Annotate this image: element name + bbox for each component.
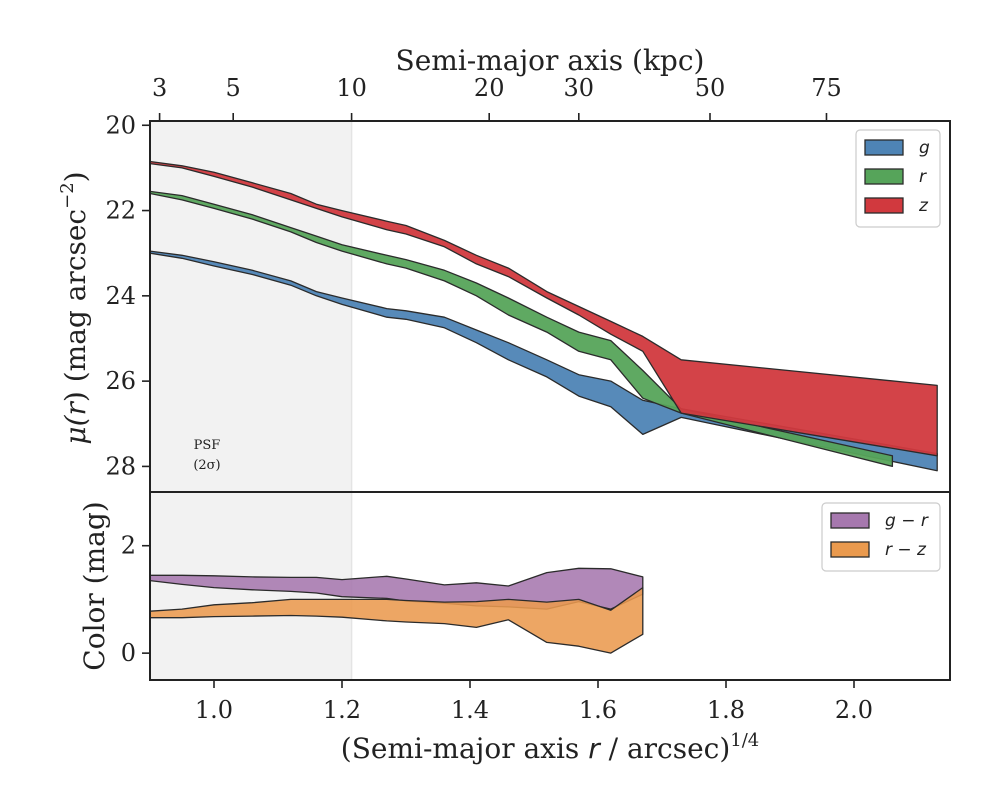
band-z [150,160,938,457]
ytick-label: 24 [105,282,136,310]
top-xtick-label: 3 [152,74,167,102]
legend-label: r − z [885,540,927,560]
ytick-label: 22 [105,197,136,225]
band-g [150,250,938,472]
xtick-label: 1.8 [707,696,745,724]
profile-legend: grz [855,129,941,228]
top-xtick-label: 10 [336,74,367,102]
legend-swatch [864,139,904,156]
legend-swatch [864,168,904,185]
legend-label: g [919,138,930,158]
band-r [150,190,894,468]
xtick-label: 2.0 [835,696,873,724]
axis-labels: Semi-major axis (kpc) (Semi-major axis r … [57,44,759,765]
psf-label: PSF [194,438,221,453]
psf-sublabel: (2σ) [193,458,220,473]
color-panel: 0 2 1.0 1.2 1.4 1.6 1.8 2.0 g − r r − z [121,491,951,724]
xtick-label: 1.0 [195,696,233,724]
ytick-label: 28 [105,452,136,480]
x-axis-title: (Semi-major axis r / arcsec)1/4 [341,730,759,765]
legend-swatch [864,197,904,214]
legend-label: g − r [885,511,929,531]
top-xtick-label: 20 [474,74,505,102]
profile-y-axis-title: μ(r) (mag arcsec−2) [57,171,92,444]
legend-label: r [919,167,927,187]
color-frame [149,491,951,681]
legend-label: z [918,196,929,216]
xtick-label: 1.6 [579,696,617,724]
xtick-label: 1.4 [451,696,489,724]
ytick-label: 20 [105,111,136,139]
ytick-label: 2 [121,532,136,560]
top-xtick-label: 5 [226,74,241,102]
legend-swatch [830,541,870,558]
band-rz [150,586,644,654]
color-y-axis-title: Color (mag) [78,501,111,670]
top-xtick-label: 75 [811,74,842,102]
ytick-label: 0 [121,639,136,667]
ytick-label: 26 [105,367,136,395]
top-axis-title: Semi-major axis (kpc) [396,44,705,77]
top-xtick-label: 50 [695,74,726,102]
color-legend: g − r r − z [821,502,941,572]
legend-swatch [830,512,870,529]
top-xtick-label: 30 [564,74,595,102]
xtick-label: 1.2 [323,696,361,724]
